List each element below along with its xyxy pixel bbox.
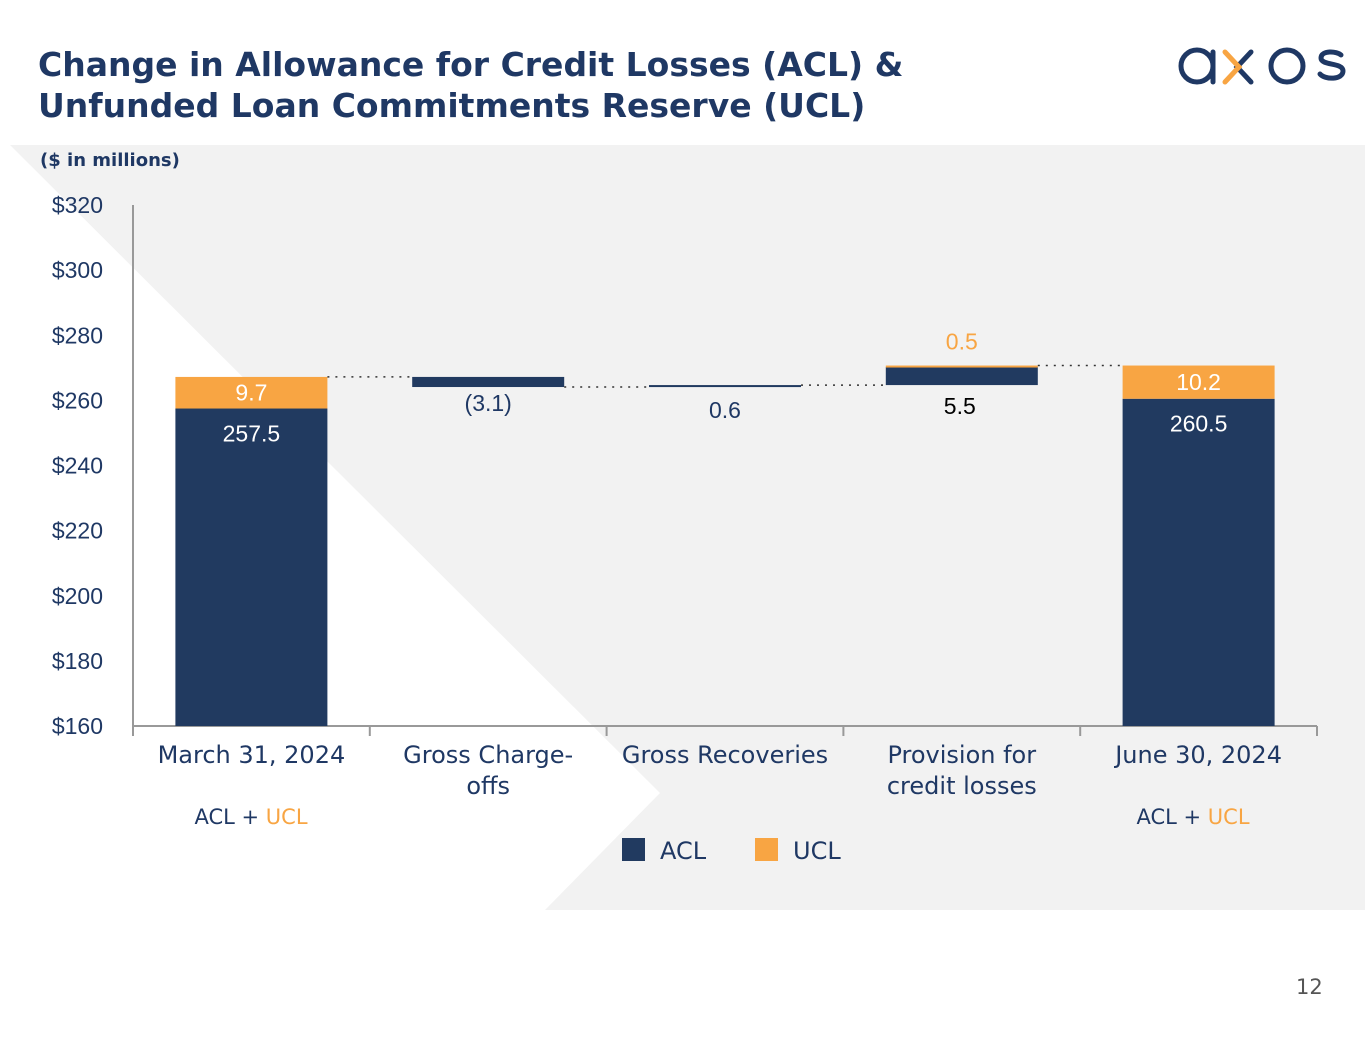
y-tick-label: $240 <box>52 453 103 479</box>
y-tick-label: $300 <box>52 257 103 283</box>
data-label-ucl: 0.5 <box>946 329 978 355</box>
bar-acl <box>885 367 1038 386</box>
bar-acl <box>175 408 328 726</box>
legend-label-acl: ACL <box>660 837 707 865</box>
data-label-acl: (3.1) <box>465 390 512 416</box>
title-line-2: Unfunded Loan Commitments Reserve (UCL) <box>38 86 866 125</box>
legend-label-ucl: UCL <box>793 837 841 865</box>
sublabel-june: ACL + UCL <box>1136 805 1250 829</box>
x-category-label: Provision for <box>887 741 1036 769</box>
units-label: ($ in millions) <box>40 150 180 171</box>
x-category-label: June 30, 2024 <box>1113 741 1282 769</box>
data-label-acl: 5.5 <box>944 393 976 419</box>
y-tick-label: $180 <box>52 648 103 674</box>
y-tick-label: $320 <box>52 192 103 218</box>
x-category-label: Gross Recoveries <box>622 741 828 769</box>
data-label-acl: 260.5 <box>1170 411 1228 437</box>
bar-acl <box>412 376 565 388</box>
legend-swatch-ucl <box>755 838 778 861</box>
data-label-ucl: 9.7 <box>235 380 267 406</box>
bar-acl <box>1122 398 1275 726</box>
bar-ucl <box>885 365 1038 368</box>
bar-acl <box>649 385 801 388</box>
y-tick-label: $220 <box>52 518 103 544</box>
bar-ucl <box>175 376 328 409</box>
sublabel-march: ACL + UCL <box>194 805 308 829</box>
data-label-acl: 257.5 <box>223 421 281 447</box>
x-category-label: credit losses <box>887 772 1037 800</box>
title-line-1: Change in Allowance for Credit Losses (A… <box>38 45 904 84</box>
x-category-label: March 31, 2024 <box>158 741 346 769</box>
axos-logo <box>1178 47 1346 85</box>
y-tick-label: $260 <box>52 387 103 413</box>
data-label-ucl: 10.2 <box>1176 369 1221 395</box>
x-category-label: Gross Charge- <box>403 741 573 769</box>
y-tick-label: $200 <box>52 583 103 609</box>
page-number: 12 <box>1296 975 1323 999</box>
page-title: Change in Allowance for Credit Losses (A… <box>38 44 903 126</box>
y-tick-label: $160 <box>52 713 103 739</box>
data-label-acl: 0.6 <box>709 397 741 423</box>
y-tick-label: $280 <box>52 322 103 348</box>
bar-ucl <box>1122 365 1275 399</box>
x-category-label: offs <box>466 772 510 800</box>
legend-swatch-acl <box>622 838 645 861</box>
